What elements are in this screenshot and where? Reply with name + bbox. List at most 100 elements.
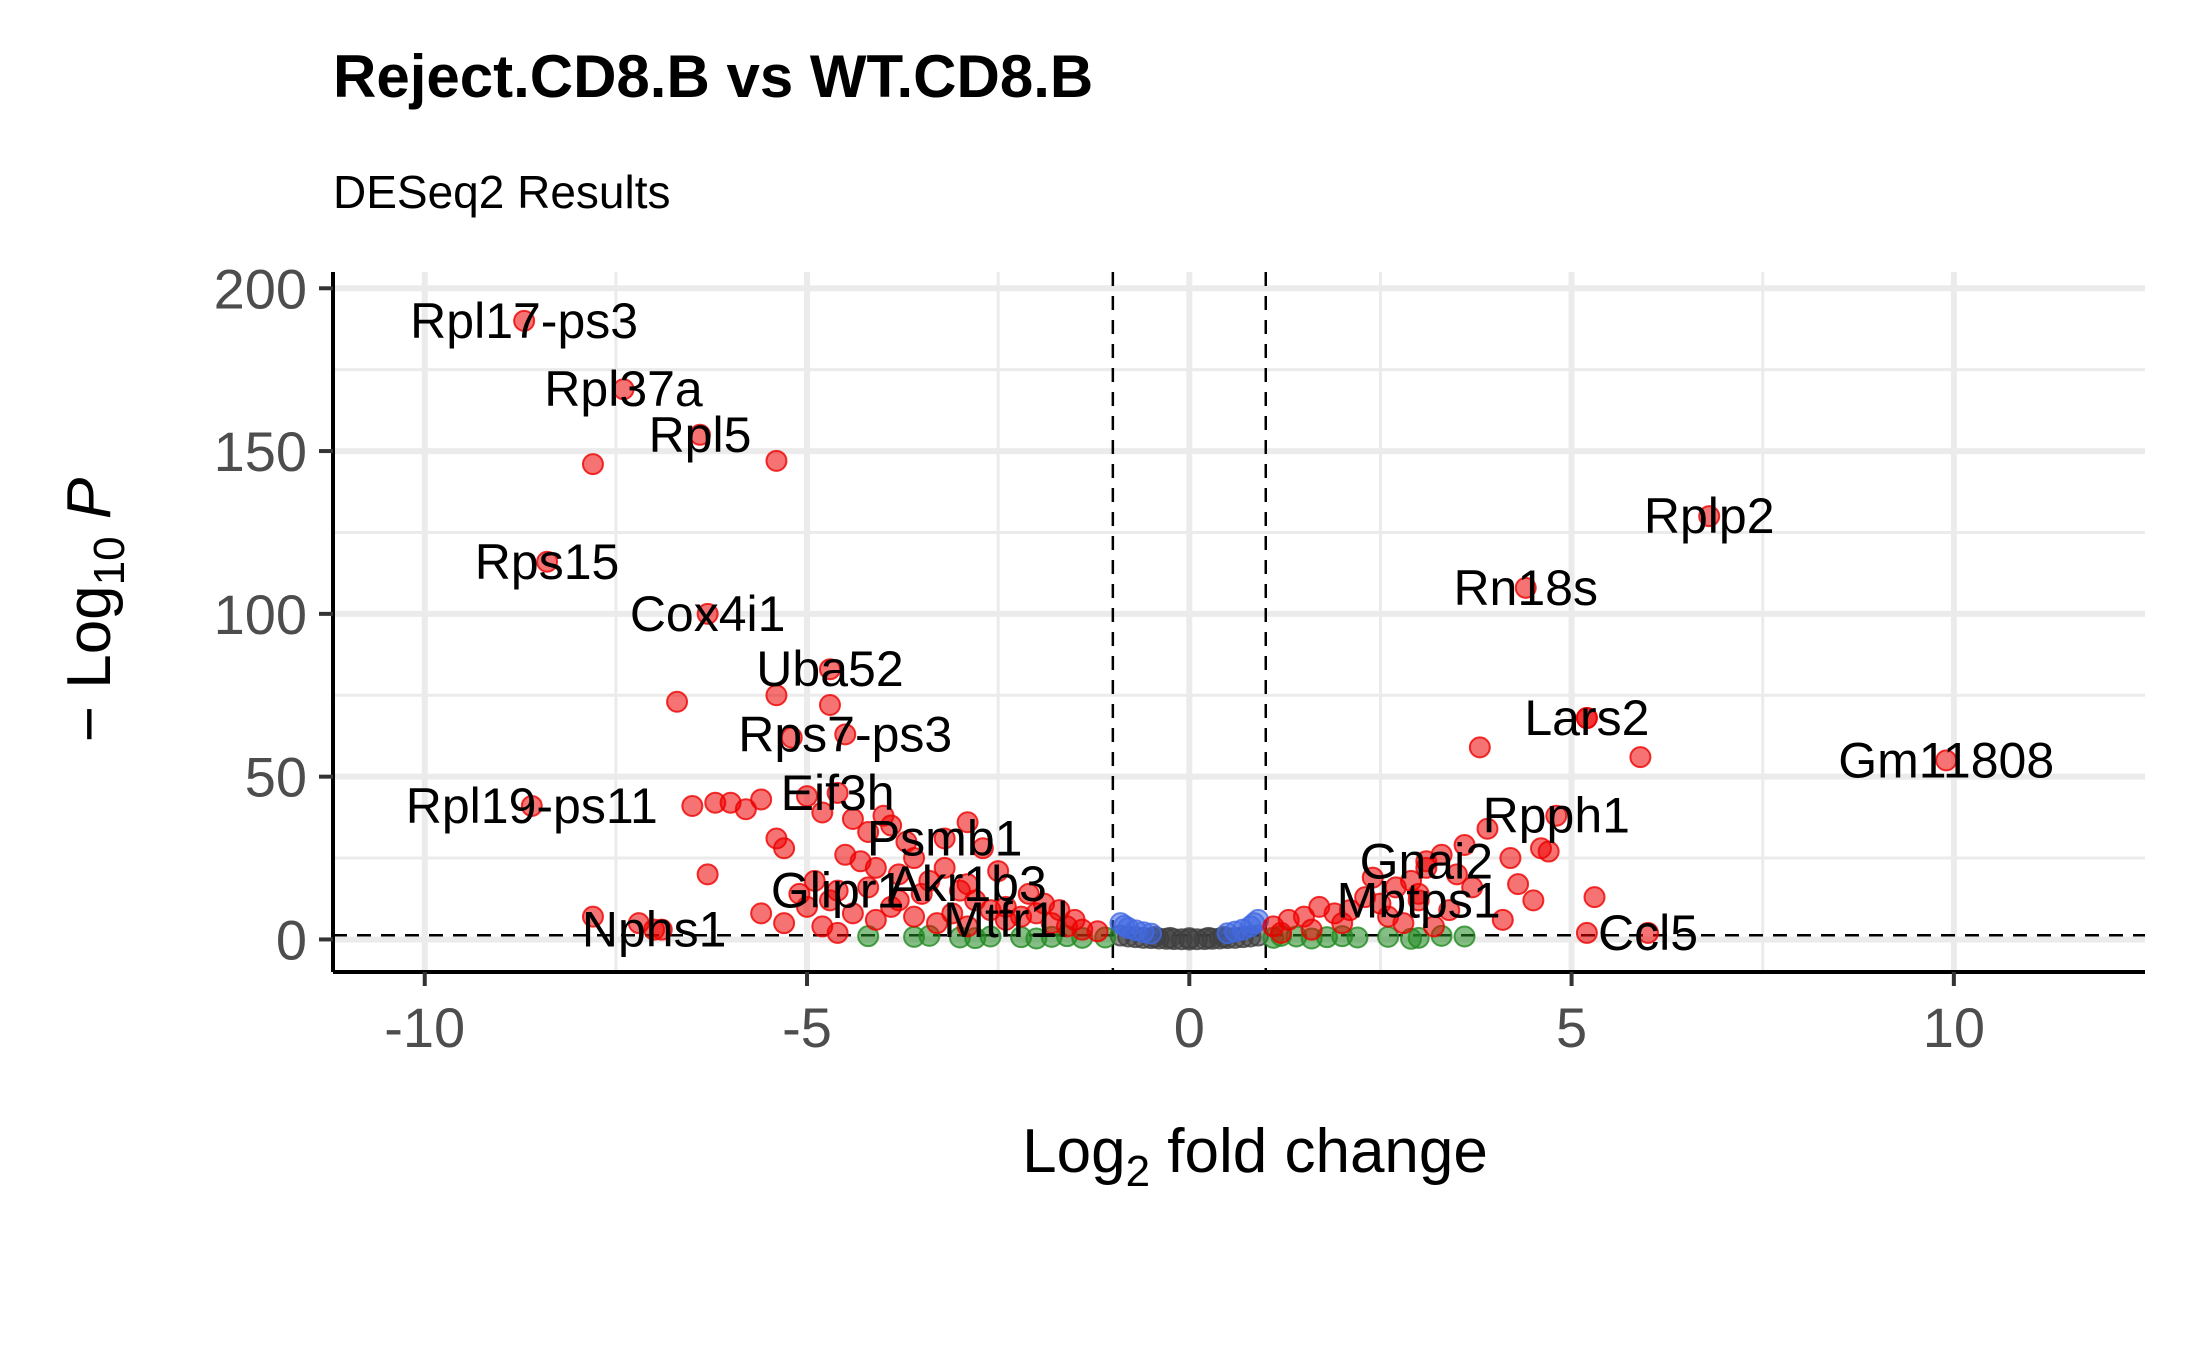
significant-point [1629, 746, 1652, 769]
significant-point [696, 863, 719, 886]
labeled-point [1545, 804, 1568, 827]
gene-label: Rpl5 [649, 407, 752, 463]
y-axis-title: − Log10 P [55, 478, 134, 742]
labeled-point [818, 658, 841, 681]
significant-point [750, 788, 773, 811]
significant-point [796, 785, 819, 808]
significant-point [811, 801, 834, 824]
gene-label: Cox4i1 [630, 586, 786, 642]
gene-label: Rpl17-ps3 [410, 293, 638, 349]
significant-point [780, 726, 803, 749]
significant-point [910, 882, 933, 905]
gene-label: Mtfr1l [943, 892, 1068, 948]
significant-point [666, 690, 689, 713]
significant-point [880, 814, 903, 837]
gene-label: Rpl19-ps11 [406, 778, 658, 834]
labeled-point [994, 908, 1017, 931]
significant-point [1361, 866, 1384, 889]
significant-point [1499, 847, 1522, 870]
labeled-point [834, 723, 857, 746]
p-only-point [1113, 914, 1136, 937]
significant-point [788, 882, 811, 905]
chart-title: Reject.CD8.B vs WT.CD8.B [333, 43, 1094, 110]
gene-label: Rplp2 [1644, 488, 1775, 544]
significant-point [1384, 876, 1407, 899]
gene-label: Gnai2 [1360, 833, 1493, 889]
significant-point [1491, 908, 1514, 931]
x-axis-title: Log2 fold change [1022, 1117, 1488, 1196]
significant-point [956, 811, 979, 834]
significant-point [857, 876, 880, 899]
significant-point [1086, 920, 1109, 943]
significant-point [864, 856, 887, 879]
cutoff-lines [333, 272, 2145, 972]
significant-point [818, 694, 841, 717]
labeled-point [1514, 576, 1537, 599]
significant-point [1422, 915, 1445, 938]
labeled-point [643, 918, 666, 941]
chart-subtitle: DESeq2 Results [333, 166, 671, 218]
significant-point [956, 915, 979, 938]
labeled-point [1698, 505, 1721, 528]
significant-point [1354, 886, 1377, 909]
significant-point [933, 856, 956, 879]
significant-point [887, 889, 910, 912]
significant-point [926, 912, 948, 935]
gene-label: Ccl5 [1598, 905, 1698, 961]
significant-point [1461, 876, 1484, 899]
significant-point [857, 821, 880, 843]
gene-label: Glipr1 [771, 863, 904, 919]
significant-point [1453, 834, 1476, 857]
significant-point [1392, 912, 1415, 935]
labeled-point [826, 879, 849, 902]
grid-lines [333, 272, 2145, 972]
labeled-point [1407, 889, 1430, 912]
significant-point [826, 921, 849, 944]
gene-label: Psmb1 [867, 811, 1023, 867]
significant-point [841, 902, 864, 925]
y-tick-label: 150 [214, 420, 307, 483]
significant-point [734, 798, 757, 821]
x-tick-label: 5 [1556, 996, 1587, 1059]
x-tick-label: -10 [384, 996, 465, 1059]
significant-point [841, 807, 864, 830]
gene-label: Mbtps1 [1337, 872, 1501, 928]
labeled-point [536, 550, 559, 573]
ns-point [1197, 926, 1220, 949]
significant-point [803, 869, 826, 892]
gene-label: Rpl37a [544, 361, 703, 417]
significant-point [1017, 882, 1040, 905]
p-only-point [1140, 922, 1163, 945]
labeled-point [513, 309, 536, 332]
labeled-point [956, 873, 979, 896]
gene-label: Gm11808 [1838, 732, 2054, 788]
x-tick-label: -5 [782, 996, 832, 1059]
significant-point [581, 905, 604, 928]
significant-point [1445, 863, 1468, 886]
significant-point [903, 847, 926, 870]
fc-only-point [1453, 925, 1476, 948]
gene-label: Rps7-ps3 [738, 706, 952, 762]
gene-label: Rpph1 [1483, 788, 1630, 844]
labeled-point [696, 602, 719, 625]
significant-point [1300, 918, 1323, 941]
y-tick-label: 100 [214, 583, 307, 646]
significant-point [765, 684, 788, 707]
significant-point [1438, 899, 1461, 922]
significant-point [887, 863, 910, 886]
significant-point [1522, 889, 1545, 912]
significant-point [681, 794, 704, 817]
significant-point [1507, 873, 1530, 896]
labeled-point [933, 827, 956, 850]
y-tick-label: 0 [276, 908, 307, 971]
ns-point [1159, 926, 1182, 949]
significant-point [1583, 886, 1606, 909]
labeled-point [688, 423, 711, 446]
gene-label: Eif3h [781, 765, 895, 821]
significant-point [1270, 921, 1293, 944]
gene-label: Akr1b3 [888, 856, 1046, 912]
gene-label: Nphs1 [582, 902, 727, 958]
gene-label: Rps15 [475, 534, 620, 590]
